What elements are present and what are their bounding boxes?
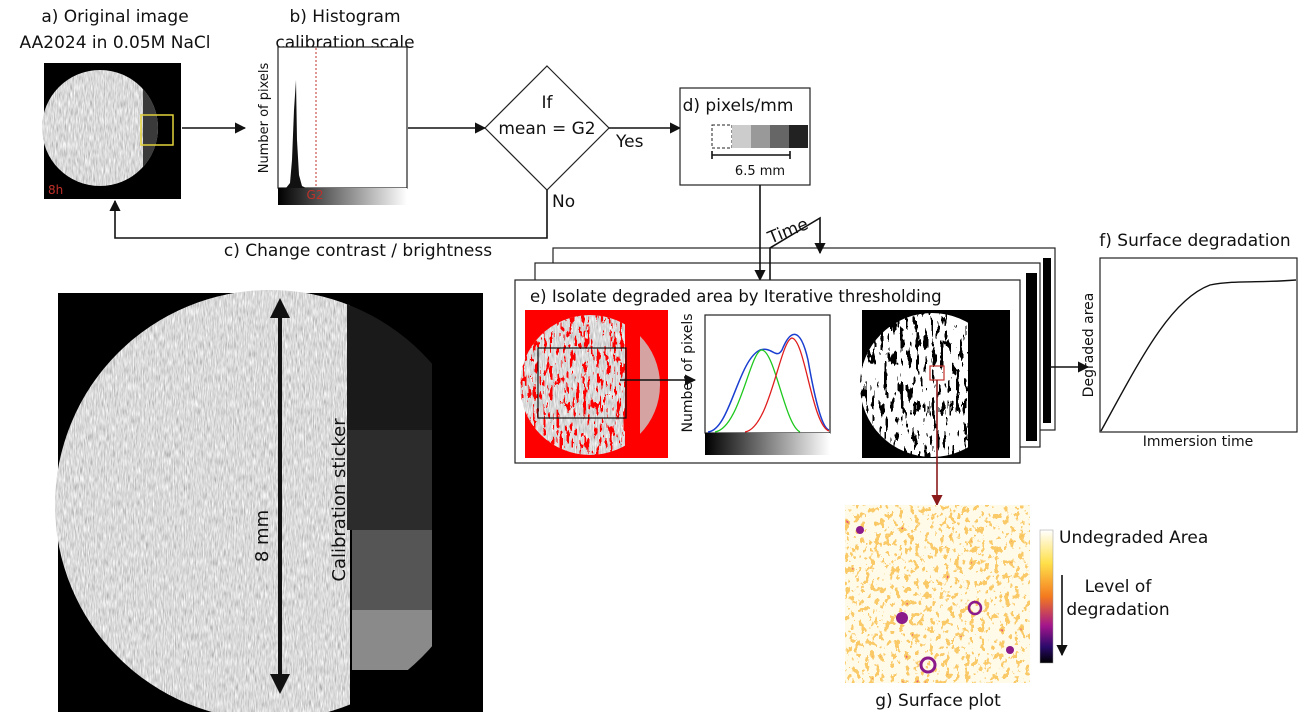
pit bbox=[1006, 646, 1014, 654]
sample-surface bbox=[42, 70, 158, 186]
pit bbox=[967, 600, 983, 616]
time-label: 8h bbox=[48, 183, 63, 197]
no-label: No bbox=[552, 192, 575, 212]
sample-texture bbox=[42, 70, 158, 186]
scale-bar bbox=[711, 151, 791, 159]
scale-label: 6.5 mm bbox=[735, 164, 785, 179]
sticker-mid bbox=[347, 430, 432, 530]
sticker-lighter bbox=[352, 610, 432, 670]
calibration-strip bbox=[711, 124, 808, 149]
decision-line2: mean = G2 bbox=[498, 119, 595, 139]
strip-cell bbox=[789, 125, 808, 148]
arrow-label-1: Level of bbox=[1085, 577, 1153, 597]
time-label: Time bbox=[764, 214, 811, 249]
g2-label: G2 bbox=[307, 188, 324, 202]
scale-label: 8 mm bbox=[252, 510, 273, 562]
time-arrow bbox=[769, 216, 826, 280]
yes-label: Yes bbox=[615, 132, 644, 152]
edge bbox=[640, 335, 660, 435]
red-regions bbox=[845, 505, 1030, 683]
histogram-frame bbox=[277, 46, 408, 189]
decision-line1: If bbox=[542, 93, 554, 113]
y-axis-label: Number of pixels bbox=[257, 62, 272, 173]
y-axis-label: Degraded area bbox=[1081, 293, 1097, 398]
panel-a-title: a) Original image bbox=[41, 7, 188, 27]
stack-edge bbox=[1043, 258, 1051, 423]
sticker-label: Calibration sticker bbox=[329, 418, 350, 582]
y-axis-label: Number of pixels bbox=[680, 313, 696, 432]
pit bbox=[856, 526, 864, 534]
plot-frame bbox=[1099, 257, 1298, 433]
strip-cell bbox=[711, 124, 733, 149]
fit-component bbox=[714, 349, 801, 433]
panel-e-title: e) Isolate degraded area by Iterative th… bbox=[530, 287, 942, 306]
strip-cell bbox=[732, 125, 751, 148]
histogram-peak bbox=[286, 80, 306, 188]
colorbar bbox=[1039, 529, 1054, 664]
x-axis-label: Immersion time bbox=[1143, 434, 1253, 450]
sticker-light bbox=[352, 530, 432, 610]
colorbar-top-label: Undegraded Area bbox=[1059, 528, 1208, 548]
fit-component bbox=[744, 337, 830, 433]
stack-edge bbox=[1026, 273, 1037, 441]
panel-g-title: g) Surface plot bbox=[875, 691, 1001, 711]
pit bbox=[896, 612, 908, 624]
gray-scale-bar bbox=[278, 188, 407, 205]
panel-b-title: b) Histogram bbox=[289, 7, 400, 27]
feedback-arrow bbox=[109, 190, 548, 239]
panel-f-title: f) Surface degradation bbox=[1099, 231, 1290, 251]
gray-scale-bar bbox=[705, 433, 830, 455]
panel-c-label: c) Change contrast / brightness bbox=[224, 241, 492, 261]
roi-box bbox=[140, 114, 174, 146]
arrow-label-2: degradation bbox=[1066, 600, 1169, 620]
panel-a-subtitle: AA2024 in 0.05M NaCl bbox=[20, 33, 211, 53]
pit bbox=[919, 656, 937, 674]
panel-d-title: d) pixels/mm bbox=[683, 96, 794, 116]
surface-plot bbox=[845, 505, 1030, 683]
degradation-curve bbox=[1100, 279, 1297, 432]
roi-box bbox=[537, 347, 627, 419]
strip-cell bbox=[751, 125, 770, 148]
fit-total bbox=[707, 333, 830, 433]
strip-cell bbox=[770, 125, 789, 148]
